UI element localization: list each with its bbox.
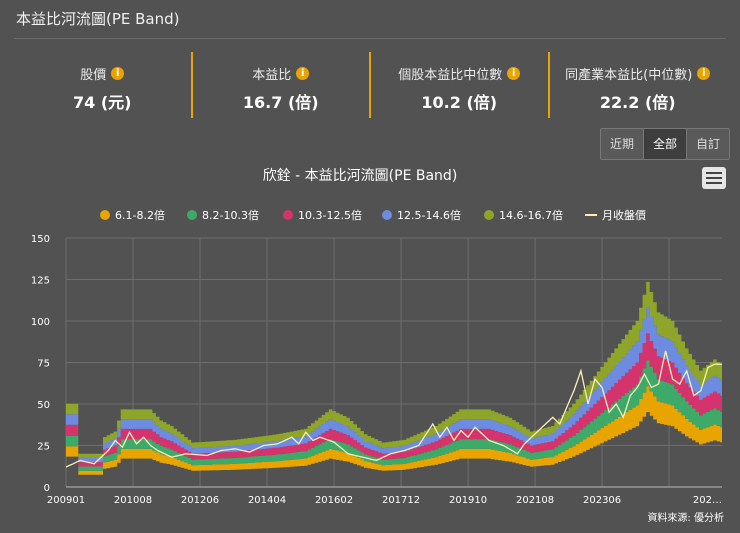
- legend-marker: [100, 210, 110, 220]
- legend-item[interactable]: 6.1-8.2倍: [100, 208, 165, 222]
- legend-item[interactable]: 14.6-16.7倍: [484, 208, 563, 222]
- stat-price-value: 74 (元): [73, 93, 132, 112]
- legend-marker: [187, 210, 197, 220]
- x-tick-label: 201206: [181, 495, 219, 506]
- legend-label: 8.2-10.3倍: [202, 208, 259, 222]
- stat-pe-median-value: 10.2 (倍): [421, 93, 498, 112]
- y-tick-label: 0: [44, 483, 50, 494]
- range-custom-button[interactable]: 自訂: [686, 129, 729, 159]
- legend-label: 10.3-12.5倍: [298, 208, 362, 222]
- legend-marker: [484, 210, 494, 220]
- stat-industry-pe-value: 22.2 (倍): [599, 93, 676, 112]
- stats-bar: 股價 i 74 (元) 本益比 i 16.7 (倍) 個股本益比中位數 i 10.2 …: [14, 52, 726, 118]
- stat-pe-label: 本益比: [252, 68, 292, 83]
- y-tick-label: 125: [31, 276, 50, 287]
- y-tick-label: 150: [31, 234, 50, 245]
- legend-item[interactable]: 10.3-12.5倍: [283, 208, 362, 222]
- legend-item[interactable]: 月收盤價: [585, 208, 646, 222]
- range-selector: 近期 全部 自訂: [600, 128, 730, 160]
- legend-label: 12.5-14.6倍: [397, 208, 461, 222]
- chart-menu-button[interactable]: [702, 167, 726, 189]
- page-title: 本益比河流圖(PE Band): [16, 10, 180, 28]
- legend-marker: [382, 210, 392, 220]
- stat-industry-pe-label: 同產業本益比(中位數): [565, 68, 693, 83]
- x-tick-label: 200901: [47, 495, 85, 506]
- monthly-close-line: [65, 350, 722, 468]
- stat-pe-median-label: 個股本益比中位數: [398, 68, 503, 83]
- x-tick-label: 202306: [583, 495, 621, 506]
- range-all-button[interactable]: 全部: [643, 129, 686, 159]
- x-tick-label: 202…: [693, 495, 722, 506]
- chart-axes: 0 25 50 75 100 125 150 200901 201008 201206 201404…: [31, 234, 722, 506]
- legend-label: 月收盤價: [602, 208, 646, 222]
- range-recent-button[interactable]: 近期: [601, 129, 643, 159]
- x-tick-label: 201008: [114, 495, 152, 506]
- info-icon[interactable]: i: [697, 67, 711, 80]
- legend-marker: [283, 210, 293, 220]
- data-source: 資料來源: 優分析: [647, 513, 724, 524]
- y-tick-label: 100: [31, 317, 50, 328]
- stat-industry-pe: 同產業本益比(中位數) i 22.2 (倍): [547, 52, 727, 118]
- stat-price: 股價 i 74 (元): [14, 52, 191, 118]
- stat-price-label: 股價: [80, 68, 107, 83]
- legend-label: 6.1-8.2倍: [115, 208, 165, 222]
- stat-pe-value: 16.7 (倍): [242, 93, 319, 112]
- chart-title: 欣銓 - 本益比河流圖(PE Band): [263, 168, 458, 184]
- chart-legend: 6.1-8.2倍 8.2-10.3倍 10.3-12.5倍 12.5-14.6倍 14.…: [100, 208, 646, 222]
- stat-pe-median: 個股本益比中位數 i 10.2 (倍): [369, 52, 548, 118]
- x-tick-label: 202108: [516, 495, 554, 506]
- x-tick-label: 201910: [449, 495, 487, 506]
- x-tick-label: 201712: [382, 495, 420, 506]
- legend-label: 14.6-16.7倍: [499, 208, 563, 222]
- stat-pe: 本益比 i 16.7 (倍): [190, 52, 370, 118]
- x-tick-label: 201602: [315, 495, 353, 506]
- legend-item[interactable]: 12.5-14.6倍: [382, 208, 461, 222]
- info-icon[interactable]: i: [296, 67, 310, 80]
- y-tick-label: 75: [37, 359, 50, 370]
- x-tick-label: 201404: [248, 495, 286, 506]
- chart-price-line: [65, 350, 722, 468]
- legend-item[interactable]: 8.2-10.3倍: [187, 208, 259, 222]
- info-icon[interactable]: i: [111, 67, 125, 80]
- y-tick-label: 50: [37, 400, 50, 411]
- info-icon[interactable]: i: [507, 67, 521, 80]
- y-tick-label: 25: [37, 442, 50, 453]
- header-divider: [14, 38, 726, 39]
